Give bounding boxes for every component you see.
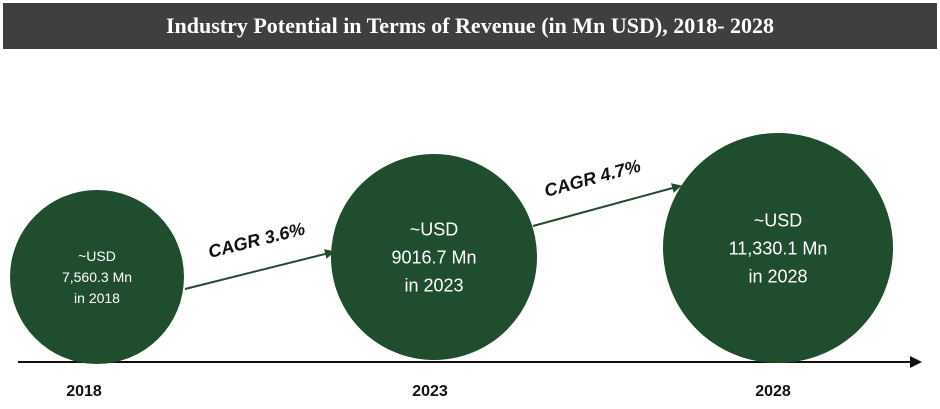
bubble-value-label: 11,330.1 Mn [729,238,828,258]
chart-title: Industry Potential in Terms of Revenue (… [3,3,937,49]
bubble-value-label: ~USD [410,219,459,239]
bubble-value-label: in 2028 [748,266,807,286]
cagr-label: CAGR 3.6% [206,218,307,261]
revenue-bubble [663,133,893,363]
bubble-value-label: ~USD [754,210,803,230]
bubble-value-label: in 2023 [404,275,463,295]
bubble-value-label: ~USD [78,248,116,264]
year-tick-label: 2018 [66,383,102,400]
year-tick-label: 2028 [755,383,791,400]
bubble-value-label: in 2018 [74,290,120,306]
cagr-label: CAGR 4.7% [542,156,643,201]
revenue-bubble [10,190,184,364]
bubble-value-label: 7,560.3 Mn [62,269,132,285]
cagr-arrow [532,183,682,227]
bubble-value-label: 9016.7 Mn [391,247,476,267]
cagr-arrow [184,249,335,290]
year-tick-label: 2023 [412,383,448,400]
revenue-bubble [331,154,537,360]
